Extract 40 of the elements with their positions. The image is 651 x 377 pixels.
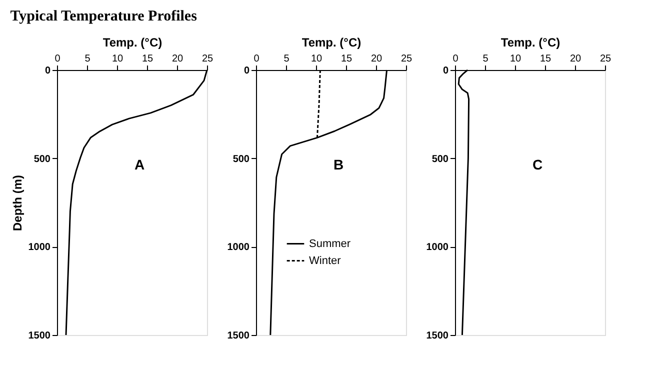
- y-tick-label: 500: [432, 154, 449, 165]
- x-tick-label: 20: [570, 54, 582, 64]
- y-tick-label: 1000: [28, 242, 51, 254]
- y-tick-label: 500: [232, 154, 250, 165]
- x-tick-label: 10: [310, 54, 322, 64]
- x-tick-label: 5: [284, 54, 290, 64]
- y-tick-label: 1500: [426, 330, 449, 342]
- x-tick-label: 10: [112, 54, 124, 64]
- y-tick-label: 1000: [426, 242, 449, 254]
- legend-label: Summer: [309, 238, 351, 250]
- chart-title: Typical Temperature Profiles: [10, 8, 198, 24]
- x-tick-label: 0: [254, 54, 260, 64]
- y-tick-label: 500: [34, 154, 51, 165]
- y-tick-label: 0: [442, 66, 449, 76]
- x-tick-label: 0: [452, 54, 459, 64]
- annotation: A: [134, 156, 145, 172]
- annotation: C: [532, 156, 543, 172]
- x-axis-title: Temp. (°C): [102, 36, 162, 50]
- annotation: B: [333, 156, 344, 172]
- x-tick-label: 15: [540, 54, 552, 64]
- x-tick-label: 10: [510, 54, 522, 64]
- y-axis-title: Depth (m): [10, 175, 24, 231]
- x-tick-label: 25: [400, 54, 412, 64]
- x-tick-label: 25: [600, 54, 612, 64]
- x-tick-label: 0: [54, 54, 61, 64]
- y-tick-label: 1000: [227, 242, 250, 254]
- y-tick-label: 0: [44, 66, 51, 76]
- x-tick-label: 25: [202, 54, 214, 64]
- x-tick-label: 15: [340, 54, 352, 64]
- x-axis-title: Temp. (°C): [500, 36, 560, 50]
- x-tick-label: 20: [370, 54, 382, 64]
- x-tick-label: 5: [84, 54, 91, 64]
- y-tick-label: 0: [244, 66, 250, 76]
- x-tick-label: 15: [142, 54, 154, 64]
- legend-label: Winter: [309, 254, 342, 267]
- x-axis-title: Temp. (°C): [302, 36, 362, 50]
- y-tick-label: 1500: [28, 330, 51, 342]
- x-tick-label: 20: [172, 54, 184, 64]
- y-tick-label: 1500: [227, 330, 250, 342]
- x-tick-label: 5: [482, 54, 489, 64]
